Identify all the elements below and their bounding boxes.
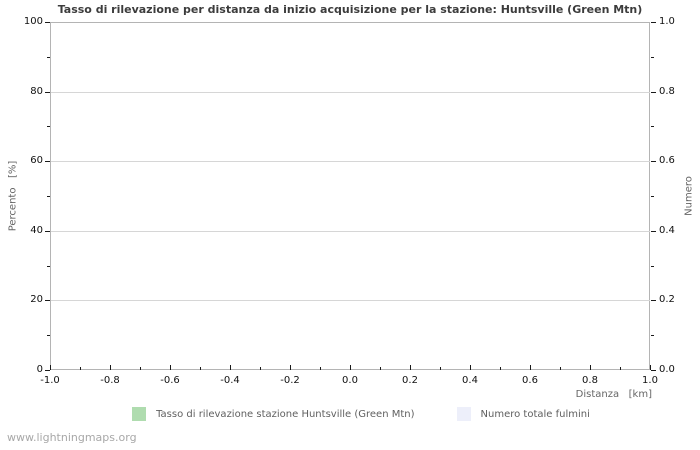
x-minor-tick [500, 367, 501, 370]
legend: Tasso di rilevazione stazione Huntsville… [0, 407, 700, 421]
watermark: www.lightningmaps.org [7, 431, 137, 444]
y-right-tick-label: 0.8 [659, 86, 675, 97]
y-right-minor-tick [651, 335, 654, 336]
gridline-major [51, 161, 650, 162]
x-minor-tick [320, 367, 321, 370]
x-tick-label: -0.4 [220, 375, 240, 386]
x-major-tick [590, 365, 591, 370]
y-left-minor-tick [47, 196, 50, 197]
y-left-major-tick [45, 92, 50, 93]
y-left-tick-label: 40 [30, 225, 43, 236]
plot-area [50, 22, 650, 370]
x-major-tick [110, 365, 111, 370]
x-tick-label: -0.2 [280, 375, 300, 386]
y-left-major-tick [45, 22, 50, 23]
y-left-minor-tick [47, 335, 50, 336]
x-axis-label: Distanza [km] [575, 389, 652, 400]
y-left-tick-label: 80 [30, 86, 43, 97]
y-left-major-tick [45, 161, 50, 162]
y-right-tick-label: 1.0 [659, 16, 675, 27]
x-tick-label: 0.8 [582, 375, 598, 386]
y-left-major-tick [45, 300, 50, 301]
y-right-tick-label: 0.4 [659, 225, 675, 236]
x-minor-tick [620, 367, 621, 370]
x-minor-tick [440, 367, 441, 370]
x-major-tick [230, 365, 231, 370]
x-tick-label: -0.6 [160, 375, 180, 386]
y-left-minor-tick [47, 126, 50, 127]
y-right-major-tick [651, 231, 656, 232]
y-right-minor-tick [651, 196, 654, 197]
x-major-tick [50, 365, 51, 370]
legend-label-total-lightning: Numero totale fulmini [480, 408, 590, 420]
y-right-tick-label: 0.6 [659, 155, 675, 166]
legend-swatch-detection-rate [132, 407, 147, 421]
x-minor-tick [380, 367, 381, 370]
x-major-tick [290, 365, 291, 370]
x-tick-label: 0.4 [462, 375, 478, 386]
x-tick-label: 0.0 [342, 375, 358, 386]
y-left-tick-label: 100 [23, 16, 43, 27]
x-minor-tick [80, 367, 81, 370]
x-minor-tick [260, 367, 261, 370]
y-right-major-tick [651, 370, 656, 371]
y-right-minor-tick [651, 57, 654, 58]
x-minor-tick [200, 367, 201, 370]
y-right-tick-label: 0.2 [659, 294, 675, 305]
x-major-tick [650, 365, 651, 370]
x-minor-tick [560, 367, 561, 370]
y-right-minor-tick [651, 126, 654, 127]
gridline-major [51, 231, 650, 232]
legend-label-detection-rate: Tasso di rilevazione stazione Huntsville… [156, 408, 415, 420]
y-right-tick-label: 0.0 [659, 364, 675, 375]
y-left-tick-label: 0 [36, 364, 43, 375]
y-left-major-tick [45, 231, 50, 232]
y-left-minor-tick [47, 57, 50, 58]
x-major-tick [470, 365, 471, 370]
legend-item-total-lightning: Numero totale fulmini [456, 407, 590, 421]
gridline-major [51, 300, 650, 301]
x-tick-label: 0.2 [402, 375, 418, 386]
y-left-tick-label: 60 [30, 155, 43, 166]
y-right-major-tick [651, 92, 656, 93]
x-tick-label: 1.0 [642, 375, 658, 386]
legend-item-detection-rate: Tasso di rilevazione stazione Huntsville… [132, 407, 415, 421]
y-right-minor-tick [651, 266, 654, 267]
y-right-major-tick [651, 161, 656, 162]
x-major-tick [530, 365, 531, 370]
y-right-major-tick [651, 300, 656, 301]
y-axis-label-left: Percento [%] [7, 160, 19, 232]
x-tick-label: -1.0 [40, 375, 60, 386]
x-tick-label: -0.8 [100, 375, 120, 386]
x-minor-tick [140, 367, 141, 370]
x-tick-label: 0.6 [522, 375, 538, 386]
x-major-tick [410, 365, 411, 370]
y-axis-label-right: Numero [683, 176, 695, 216]
y-right-major-tick [651, 22, 656, 23]
gridline-major [51, 92, 650, 93]
x-major-tick [350, 365, 351, 370]
y-left-major-tick [45, 370, 50, 371]
chart-title: Tasso di rilevazione per distanza da ini… [57, 3, 643, 16]
y-left-tick-label: 20 [30, 294, 43, 305]
legend-swatch-total-lightning [456, 407, 471, 421]
x-major-tick [170, 365, 171, 370]
y-left-minor-tick [47, 266, 50, 267]
